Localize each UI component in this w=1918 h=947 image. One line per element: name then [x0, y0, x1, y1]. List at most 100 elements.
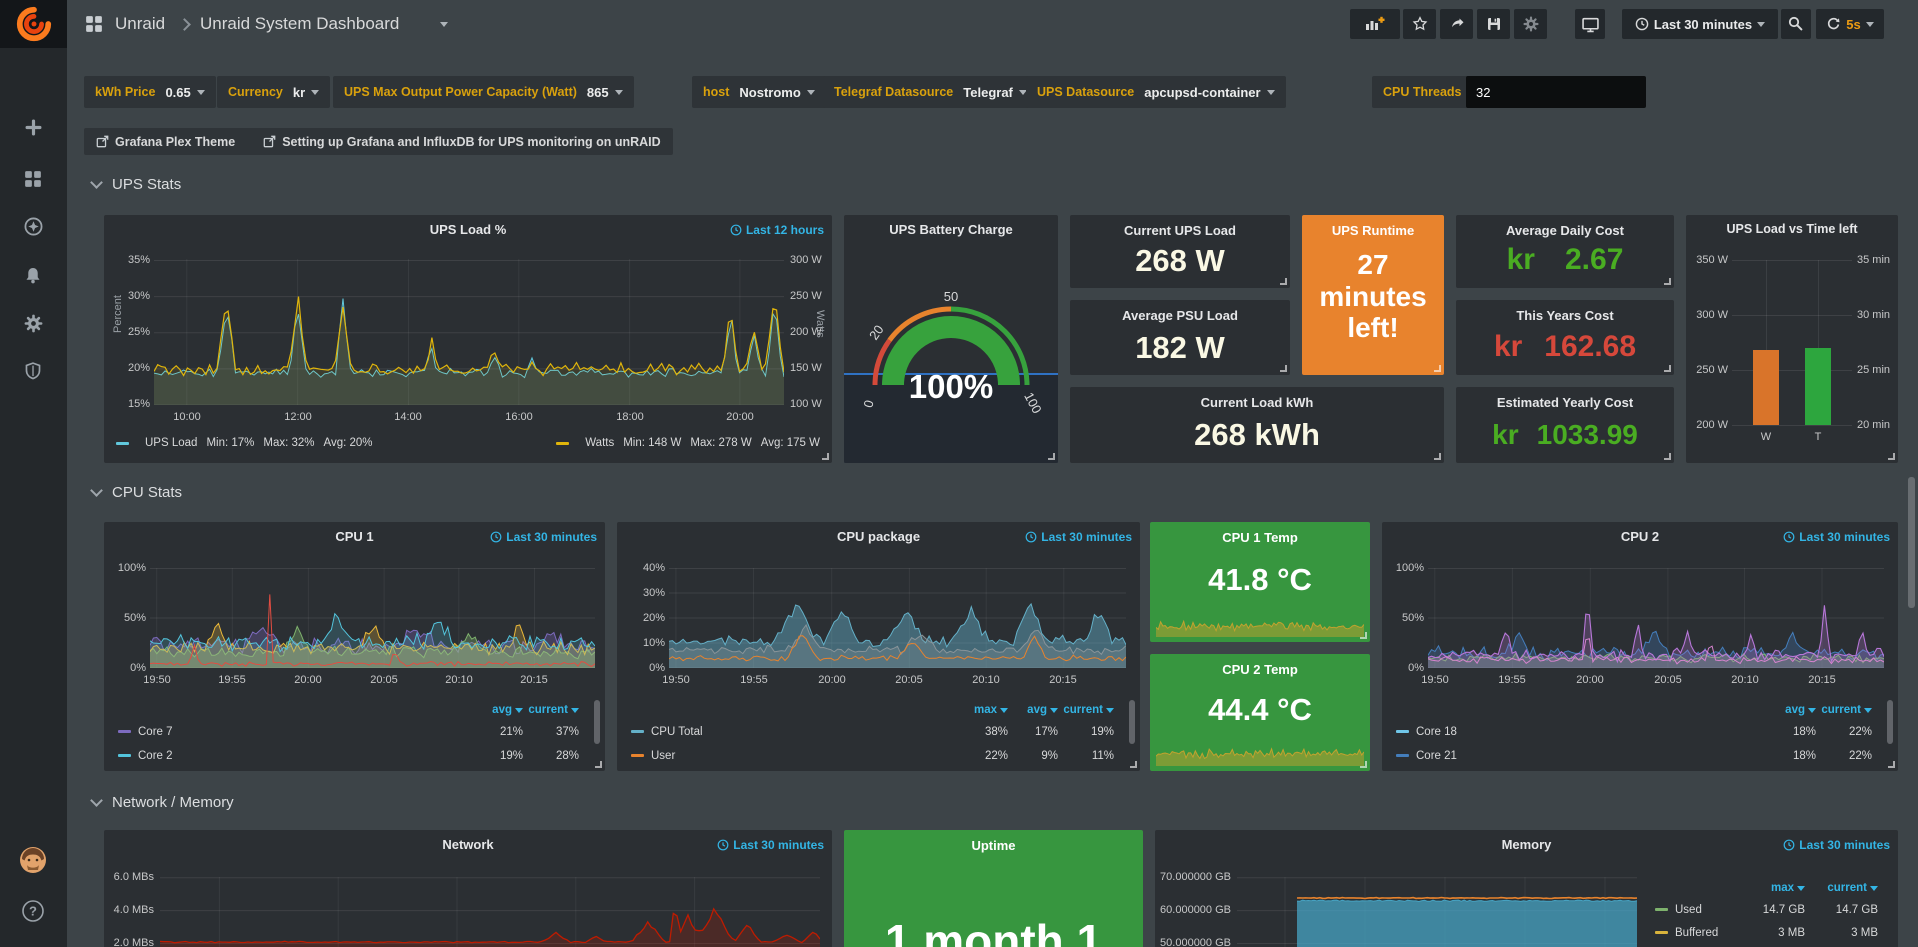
variable-host[interactable]: host Nostromo — [692, 76, 826, 108]
legend-column-max[interactable]: max — [974, 704, 1008, 716]
page-scrollbar[interactable] — [1908, 477, 1915, 608]
legend-series-name[interactable]: Used — [1655, 904, 1702, 916]
legend-series-name[interactable]: Core 21 — [1396, 750, 1457, 762]
sidebar-item-explore[interactable] — [19, 212, 47, 240]
share-dashboard-button[interactable] — [1440, 9, 1473, 39]
panel-title[interactable]: UPS Runtime — [1331, 223, 1415, 238]
panel-time-range[interactable]: Last 30 minutes — [1025, 530, 1132, 544]
legend-column-current[interactable]: current — [1827, 882, 1878, 894]
panel-title[interactable]: Memory — [1501, 837, 1552, 852]
refresh-picker[interactable]: 5s — [1816, 9, 1884, 39]
variable-kwh-price[interactable]: kWh Price 0.65 — [84, 76, 216, 108]
legend-series-name[interactable]: Watts — [585, 437, 615, 449]
variable-value-dropdown[interactable]: apcupsd-container — [1144, 85, 1275, 100]
battery-gauge: 50 20 0 100 100% — [860, 289, 1044, 416]
panel-title[interactable]: Current Load kWh — [1200, 395, 1314, 410]
legend-series-name[interactable]: UPS Load — [145, 437, 198, 449]
panel-title[interactable]: Current UPS Load — [1124, 223, 1236, 238]
y-tick: 50% — [123, 612, 146, 624]
add-panel-button[interactable] — [1350, 9, 1400, 39]
legend-scrollbar[interactable] — [1887, 700, 1893, 744]
panel-average-daily-cost: Average Daily Cost kr 2.67 — [1456, 215, 1674, 288]
memory-chart[interactable] — [1237, 877, 1637, 947]
sidebar-item-configuration[interactable] — [19, 309, 47, 337]
time-range-picker[interactable]: Last 30 minutes — [1622, 9, 1778, 39]
legend-column-avg[interactable]: avg — [492, 704, 523, 716]
variable-value-dropdown[interactable]: kr — [293, 85, 320, 100]
legend-series-name[interactable]: User — [631, 750, 675, 762]
sidebar-item-server-admin[interactable] — [19, 357, 47, 385]
legend-series-name[interactable]: Core 7 — [118, 726, 173, 738]
legend-series-name[interactable]: Core 2 — [118, 750, 173, 762]
panel-title[interactable]: CPU 1 Temp — [1222, 530, 1298, 545]
panel-title[interactable]: UPS Battery Charge — [889, 222, 1013, 237]
variable-value-dropdown[interactable]: Telegraf — [963, 85, 1027, 100]
sidebar-item-alerting[interactable] — [19, 261, 47, 289]
cpu1-chart[interactable] — [150, 568, 595, 668]
sidebar-item-profile[interactable] — [19, 846, 47, 874]
variable-ups-max-power[interactable]: UPS Max Output Power Capacity (Watt) 865 — [333, 76, 634, 108]
legend-series-name[interactable]: CPU Total — [631, 726, 703, 738]
link-grafana-plex-theme[interactable]: Grafana Plex Theme — [96, 135, 235, 149]
panel-time-range[interactable]: Last 30 minutes — [1783, 530, 1890, 544]
variable-value-dropdown[interactable]: Nostromo — [739, 85, 815, 100]
page-title[interactable]: Unraid System Dashboard — [200, 14, 400, 33]
legend-series-name[interactable]: Buffered — [1655, 927, 1718, 939]
panel-time-range[interactable]: Last 30 minutes — [490, 530, 597, 544]
variable-ups-datasource[interactable]: UPS Datasource apcupsd-container — [1026, 76, 1286, 108]
panel-title[interactable]: UPS Load % — [429, 222, 507, 237]
x-tick: 20:05 — [895, 674, 923, 686]
legend-scrollbar[interactable] — [594, 700, 600, 744]
panel-title[interactable]: Network — [442, 837, 494, 852]
dashboard-settings-button[interactable] — [1514, 9, 1547, 39]
panel-title[interactable]: Average PSU Load — [1122, 308, 1238, 323]
panel-title[interactable]: Uptime — [971, 838, 1016, 853]
panel-title[interactable]: Average Daily Cost — [1505, 223, 1624, 238]
sidebar-item-help[interactable]: ? — [19, 897, 47, 925]
cpu-threads-input[interactable] — [1466, 76, 1646, 108]
legend-column-current[interactable]: current — [528, 704, 579, 716]
sidebar-item-create[interactable] — [19, 113, 47, 141]
ups-load-chart[interactable] — [154, 259, 784, 405]
variable-value-dropdown[interactable]: 865 — [587, 85, 623, 100]
cpu-package-chart[interactable] — [669, 568, 1126, 668]
svg-text:0: 0 — [860, 398, 876, 409]
breadcrumb-root[interactable]: Unraid — [115, 14, 166, 33]
panel-title[interactable]: Estimated Yearly Cost — [1496, 395, 1634, 410]
panel-current-load-kwh: Current Load kWh 268 kWh — [1070, 387, 1444, 463]
cpu2-chart[interactable] — [1428, 568, 1884, 668]
dashboard-picker-button[interactable] — [85, 15, 103, 33]
y-tick: 6.0 MBs — [113, 871, 154, 883]
section-cpu-stats[interactable]: CPU Stats — [90, 484, 182, 501]
variable-value-dropdown[interactable]: 0.65 — [165, 85, 205, 100]
variable-telegraf-datasource[interactable]: Telegraf Datasource Telegraf — [823, 76, 1038, 108]
grafana-logo[interactable] — [0, 0, 67, 48]
panel-time-range[interactable]: Last 30 minutes — [717, 838, 824, 852]
legend-column-max[interactable]: max — [1771, 882, 1805, 894]
legend-column-current[interactable]: current — [1063, 704, 1114, 716]
legend-scrollbar[interactable] — [1129, 700, 1135, 744]
panel-title[interactable]: CPU 1 — [335, 529, 374, 544]
panel-title[interactable]: CPU 2 — [1620, 529, 1660, 544]
panel-title[interactable]: UPS Load vs Time left — [1726, 222, 1858, 236]
zoom-out-button[interactable] — [1781, 9, 1811, 39]
section-ups-stats[interactable]: UPS Stats — [90, 176, 181, 193]
link-grafana-influxdb-ups-guide[interactable]: Setting up Grafana and InfluxDB for UPS … — [263, 135, 661, 149]
variable-currency[interactable]: Currency kr — [217, 76, 331, 108]
panel-title[interactable]: This Years Cost — [1516, 308, 1614, 323]
save-dashboard-button[interactable] — [1477, 9, 1510, 39]
legend-column-current[interactable]: current — [1821, 704, 1872, 716]
legend-column-avg[interactable]: avg — [1785, 704, 1816, 716]
network-chart[interactable] — [160, 877, 820, 947]
tv-mode-button[interactable] — [1575, 9, 1605, 39]
panel-title[interactable]: CPU package — [836, 529, 921, 544]
legend-column-avg[interactable]: avg — [1027, 704, 1058, 716]
section-network-memory[interactable]: Network / Memory — [90, 794, 234, 811]
legend-value: 37% — [555, 726, 579, 738]
panel-time-range[interactable]: Last 12 hours — [730, 223, 824, 237]
panel-title[interactable]: CPU 2 Temp — [1222, 662, 1298, 677]
legend-series-name[interactable]: Core 18 — [1396, 726, 1457, 738]
star-dashboard-button[interactable] — [1403, 9, 1436, 39]
sidebar-item-dashboards[interactable] — [19, 165, 47, 193]
panel-time-range[interactable]: Last 30 minutes — [1783, 838, 1890, 852]
